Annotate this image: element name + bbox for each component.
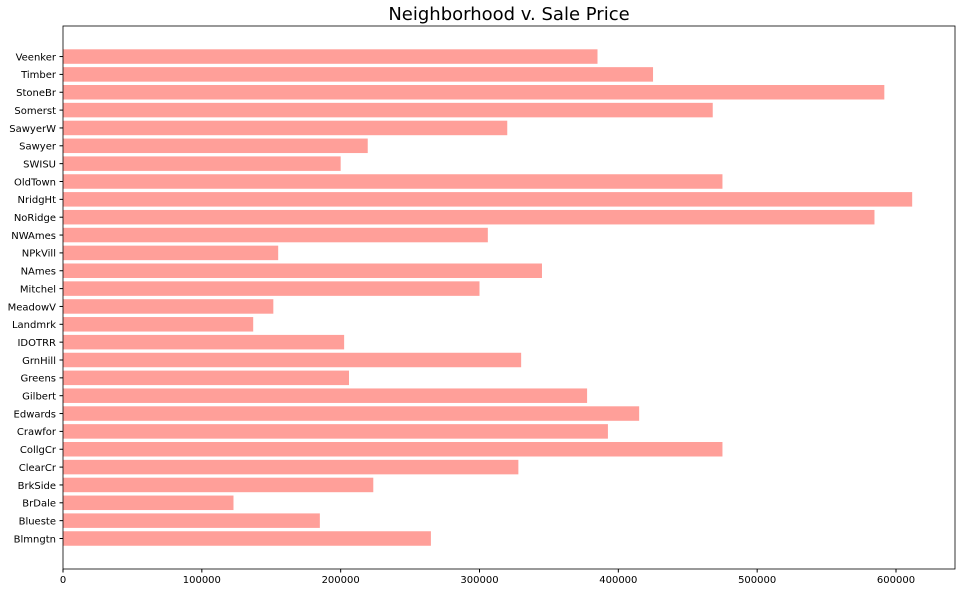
y-tick-label: Crawfor bbox=[17, 427, 57, 438]
bar-greens bbox=[63, 370, 349, 386]
y-tick-label: SawyerW bbox=[9, 124, 56, 135]
y-tick-label: NridgHt bbox=[17, 195, 56, 206]
chart-title: Neighborhood v. Sale Price bbox=[388, 4, 630, 25]
y-tick-label: IDOTRR bbox=[17, 338, 56, 349]
y-tick-label: Greens bbox=[21, 374, 57, 385]
bar-names bbox=[63, 263, 542, 278]
bar-swisu bbox=[63, 156, 341, 171]
axes-layer: Blmngtn Blueste BrDale BrkSide ClearCr CollgC… bbox=[8, 25, 956, 586]
bar-blueste bbox=[63, 513, 320, 528]
bar-brkside bbox=[63, 477, 374, 493]
bar-timber bbox=[63, 67, 654, 82]
y-tick-label: BrkSide bbox=[18, 481, 56, 492]
bars-layer bbox=[63, 49, 913, 546]
bar-stonebr bbox=[63, 85, 885, 100]
y-tick-label: SWISU bbox=[23, 159, 56, 170]
x-tick-label: 400000 bbox=[599, 575, 637, 586]
bar-noridge bbox=[63, 209, 875, 225]
y-tick-label: StoneBr bbox=[16, 88, 57, 99]
bar-clearcr bbox=[63, 459, 519, 475]
bar-grnhill bbox=[63, 352, 522, 368]
x-tick-label: 100000 bbox=[183, 575, 221, 586]
x-tick-label: 300000 bbox=[460, 575, 498, 586]
y-tick-label: Gilbert bbox=[22, 392, 56, 403]
bar-nridght bbox=[63, 192, 913, 207]
bar-gilbert bbox=[63, 388, 588, 403]
bar-edwards bbox=[63, 406, 640, 421]
bar-mitchel bbox=[63, 281, 480, 296]
y-tick-label: OldTown bbox=[14, 177, 56, 188]
x-tick-label: 600000 bbox=[877, 575, 915, 586]
y-tick-label: Edwards bbox=[14, 409, 56, 420]
bar-sawyerw bbox=[63, 120, 508, 136]
bar-sawyer bbox=[63, 138, 368, 154]
y-tick-label: NoRidge bbox=[14, 213, 56, 224]
y-tick-label: Timber bbox=[20, 70, 57, 81]
x-tick-label: 0 bbox=[60, 575, 66, 586]
bar-npkvill bbox=[63, 245, 279, 261]
bar-oldtown bbox=[63, 174, 723, 189]
bar-landmrk bbox=[63, 317, 254, 332]
x-tick-label: 500000 bbox=[738, 575, 776, 586]
y-tick-label: NWAmes bbox=[11, 231, 56, 242]
bar-collgcr bbox=[63, 442, 723, 457]
bar-somerst bbox=[63, 102, 713, 118]
y-tick-label: BrDale bbox=[22, 499, 56, 510]
y-tick-label: Somerst bbox=[14, 106, 56, 117]
bar-nwames bbox=[63, 227, 488, 243]
bar-brdale bbox=[63, 495, 234, 511]
y-tick-label: Mitchel bbox=[20, 284, 56, 295]
bar-crawfor bbox=[63, 424, 608, 439]
y-tick-label: CollgCr bbox=[20, 445, 57, 456]
bar-veenker bbox=[63, 49, 598, 64]
y-tick-label: Landmrk bbox=[12, 320, 56, 331]
y-tick-label: NAmes bbox=[21, 267, 56, 278]
y-tick-label: Blueste bbox=[19, 516, 56, 527]
bar-blmngtn bbox=[63, 531, 431, 546]
y-tick-label: Blmngtn bbox=[14, 534, 56, 545]
y-tick-label: NPkVill bbox=[22, 249, 56, 260]
bar-idotrr bbox=[63, 334, 345, 350]
x-tick-label: 200000 bbox=[322, 575, 360, 586]
y-tick-label: Veenker bbox=[16, 52, 57, 63]
plot-frame bbox=[62, 25, 956, 570]
y-tick-label: Sawyer bbox=[19, 142, 57, 153]
y-tick-label: ClearCr bbox=[19, 463, 57, 474]
y-tick-label: MeadowV bbox=[8, 302, 57, 313]
y-tick-label: GrnHill bbox=[22, 356, 56, 367]
bar-meadowv bbox=[63, 299, 274, 314]
